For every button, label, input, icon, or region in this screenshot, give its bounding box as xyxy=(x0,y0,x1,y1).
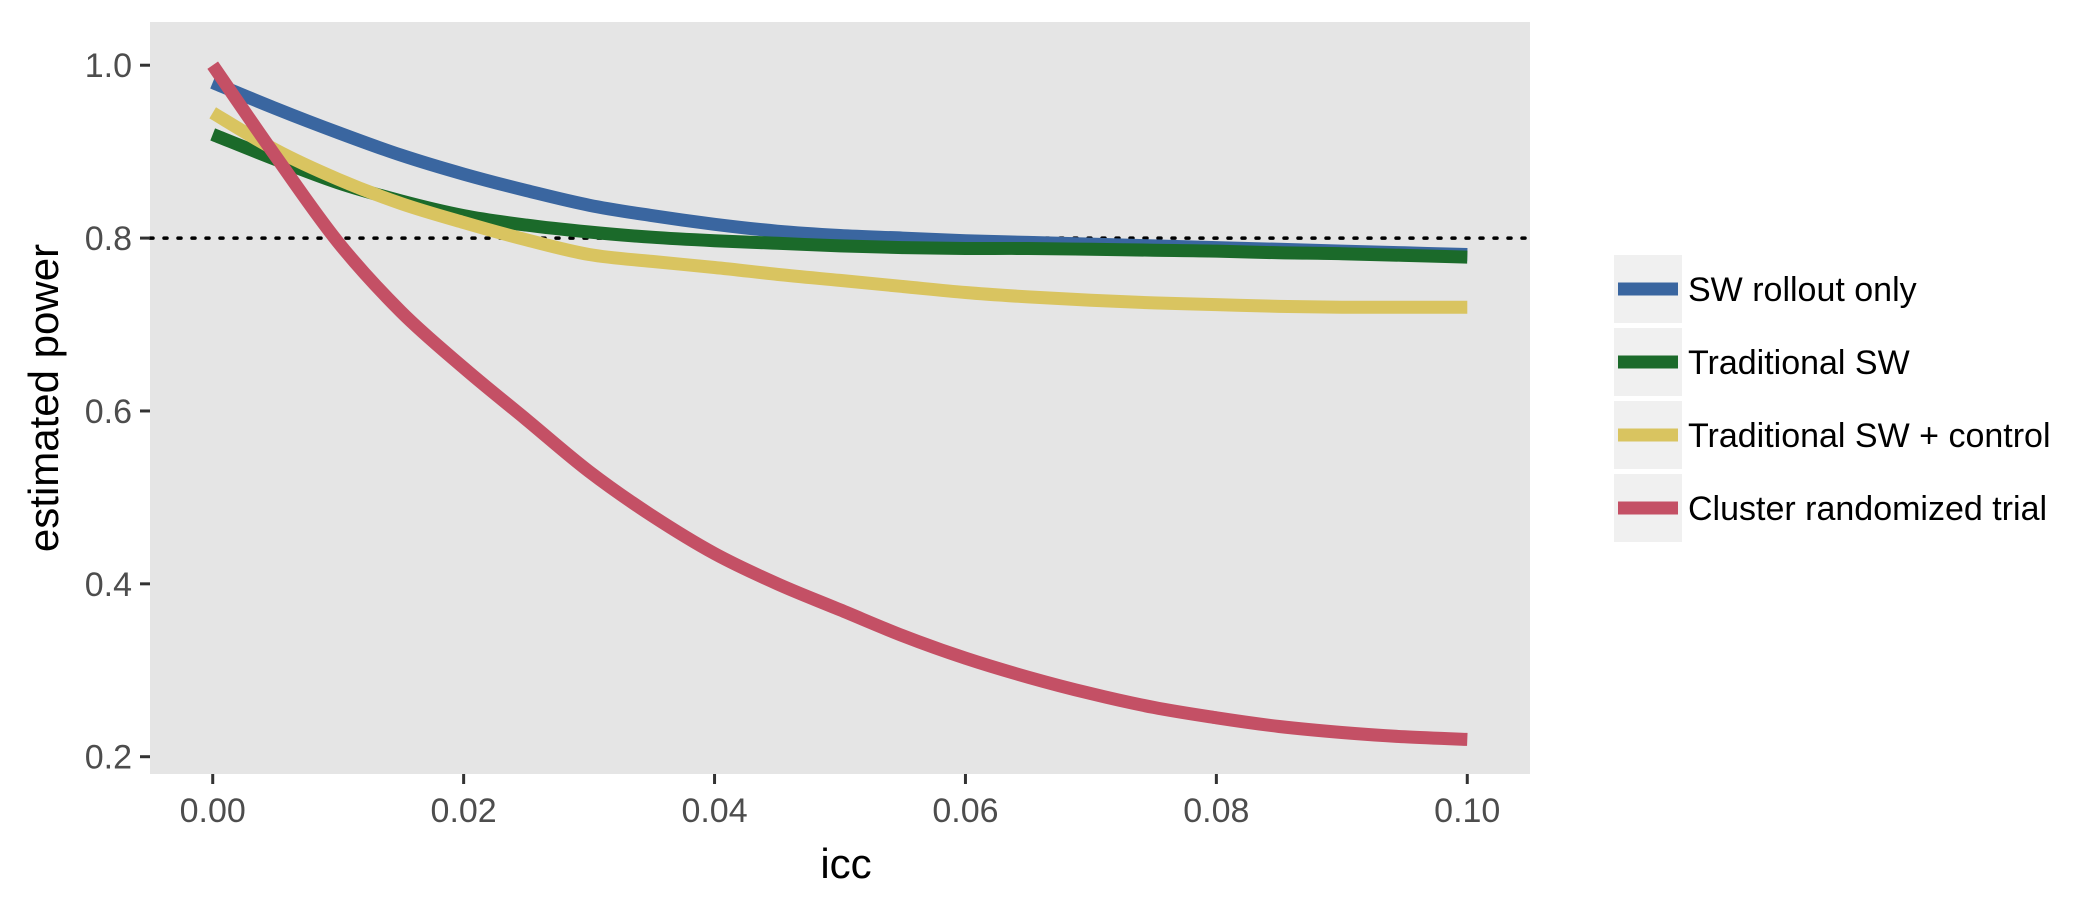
series-layer xyxy=(207,61,1468,746)
x-axis: 0.00 0.02 0.04 0.06 0.08 0.10 xyxy=(180,774,1500,830)
series-line-cluster-randomized-trial xyxy=(207,61,1468,746)
x-tick-label: 0.08 xyxy=(1183,792,1249,830)
y-axis-title: estimated power xyxy=(20,244,67,552)
x-axis-title: icc xyxy=(820,840,871,887)
x-tick-label: 0.06 xyxy=(932,792,998,830)
legend-label-traditional-sw: Traditional SW xyxy=(1688,344,1910,382)
legend-label-cluster-randomized-trial: Cluster randomized trial xyxy=(1688,490,2047,528)
legend-label-traditional-sw-control: Traditional SW + control xyxy=(1688,417,2051,455)
y-tick-label: 0.8 xyxy=(85,220,132,258)
x-tick-label: 0.00 xyxy=(180,792,246,830)
y-tick-label: 1.0 xyxy=(85,47,132,85)
legend-label-sw-rollout-only: SW rollout only xyxy=(1688,271,1917,309)
x-tick-label: 0.02 xyxy=(431,792,497,830)
x-tick-label: 0.04 xyxy=(681,792,747,830)
y-tick-label: 0.4 xyxy=(85,566,132,604)
legend: SW rollout only Traditional SW Traditional… xyxy=(1614,255,2051,542)
series-line-traditional-sw-control xyxy=(209,107,1468,314)
y-tick-label: 0.6 xyxy=(85,393,132,431)
y-tick-label: 0.2 xyxy=(85,739,132,777)
y-axis: 0.2 0.4 0.6 0.8 1.0 xyxy=(85,47,150,777)
x-tick-label: 0.10 xyxy=(1434,792,1500,830)
